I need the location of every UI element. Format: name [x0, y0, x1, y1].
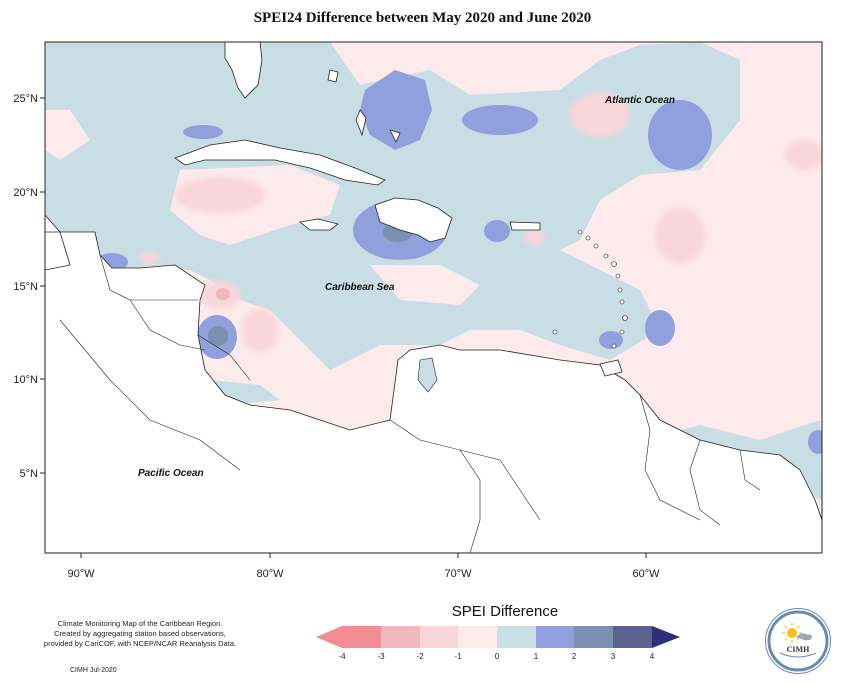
footer-line: Climate Monitoring Map of the Caribbean … — [57, 619, 223, 628]
zone-pink-west — [45, 110, 90, 160]
legend-swatch — [458, 626, 497, 648]
legend-tick: 4 — [650, 652, 655, 661]
lake-maracaibo — [417, 357, 438, 393]
legend-swatch — [574, 626, 613, 648]
blob-blue-bahamas — [360, 70, 432, 150]
label-caribbean-sea: Caribbean Sea — [325, 282, 395, 293]
blob-pink-pr — [525, 229, 545, 245]
lon-tick-label: 70°W — [444, 568, 472, 580]
map-title: SPEI24 Difference between May 2020 and J… — [253, 10, 592, 26]
blob-blue-atlantic — [648, 100, 712, 170]
blob-pink-atlantic-1 — [570, 93, 630, 137]
blob-pink-belize — [140, 252, 160, 264]
blob-blue-dr-east — [484, 220, 510, 242]
legend-colorbar — [316, 626, 680, 648]
label-atlantic-ocean: Atlantic Ocean — [604, 95, 675, 106]
spei-field — [45, 42, 822, 553]
map-frame — [44, 41, 823, 554]
legend-tick: 2 — [572, 652, 577, 661]
label-pacific-ocean: Pacific Ocean — [138, 468, 204, 479]
country-borders — [59, 254, 761, 553]
lat-tick-label: 5°N — [20, 468, 39, 480]
blob-pink-gulf — [175, 177, 265, 213]
legend-swatch — [420, 626, 458, 648]
blob-blue-turks — [462, 105, 538, 135]
legend-title: SPEI Difference — [451, 603, 559, 620]
lon-tick-label: 80°W — [256, 568, 284, 580]
lat-tick-label: 25°N — [13, 93, 38, 105]
blob-pink-atlantic-3 — [785, 140, 822, 170]
lat-tick-label: 10°N — [13, 374, 38, 386]
legend-swatch — [497, 626, 536, 648]
legend-swatch — [381, 626, 420, 648]
blob-pink-dark-honduras — [216, 288, 230, 300]
land-mexico-west — [45, 231, 71, 271]
blob-blue-windward — [645, 310, 675, 346]
footer-line: Created by aggregating station based obs… — [54, 629, 226, 638]
cimh-logo: CIMH — [765, 608, 831, 674]
footer-credit: CIMH Jul-2020 — [70, 667, 117, 674]
lon-tick-label: 90°W — [67, 568, 95, 580]
legend-tick: 3 — [611, 652, 616, 661]
legend-tick: 1 — [534, 652, 539, 661]
legend-arrow-high — [652, 626, 680, 648]
lon-tick-label: 60°W — [632, 568, 660, 580]
lat-tick-label: 15°N — [13, 281, 38, 293]
lat-tick-label: 20°N — [13, 187, 38, 199]
zone-pink-caribbean — [370, 265, 480, 305]
logo-abbr: CIMH — [786, 645, 810, 654]
sun-icon — [767, 610, 829, 672]
legend-arrow-low — [316, 626, 342, 648]
blob-blue-grenada — [599, 331, 623, 349]
legend-tick: 0 — [495, 652, 500, 661]
blob-blue-guiana-east — [808, 430, 822, 454]
blob-blue-cuba-west — [183, 125, 223, 139]
legend-tick: -2 — [416, 652, 424, 661]
legend-swatch — [536, 626, 574, 648]
blob-pink-atlantic-2 — [655, 207, 705, 263]
zone-pink-bahamas — [480, 45, 570, 85]
legend-tick: -1 — [454, 652, 462, 661]
blob-pink-nicaragua — [242, 308, 278, 352]
legend-swatch — [342, 626, 381, 648]
footer-line: provided by CariCOF, with NCEP/NCAR Rean… — [43, 639, 237, 648]
legend-tick: -4 — [338, 652, 346, 661]
lesser-antilles — [552, 229, 628, 349]
footer-note: Climate Monitoring Map of the Caribbean … — [20, 619, 260, 649]
legend-tick: -3 — [377, 652, 385, 661]
legend-swatch — [613, 626, 652, 648]
blob-darkblue-nicaragua — [208, 326, 228, 346]
